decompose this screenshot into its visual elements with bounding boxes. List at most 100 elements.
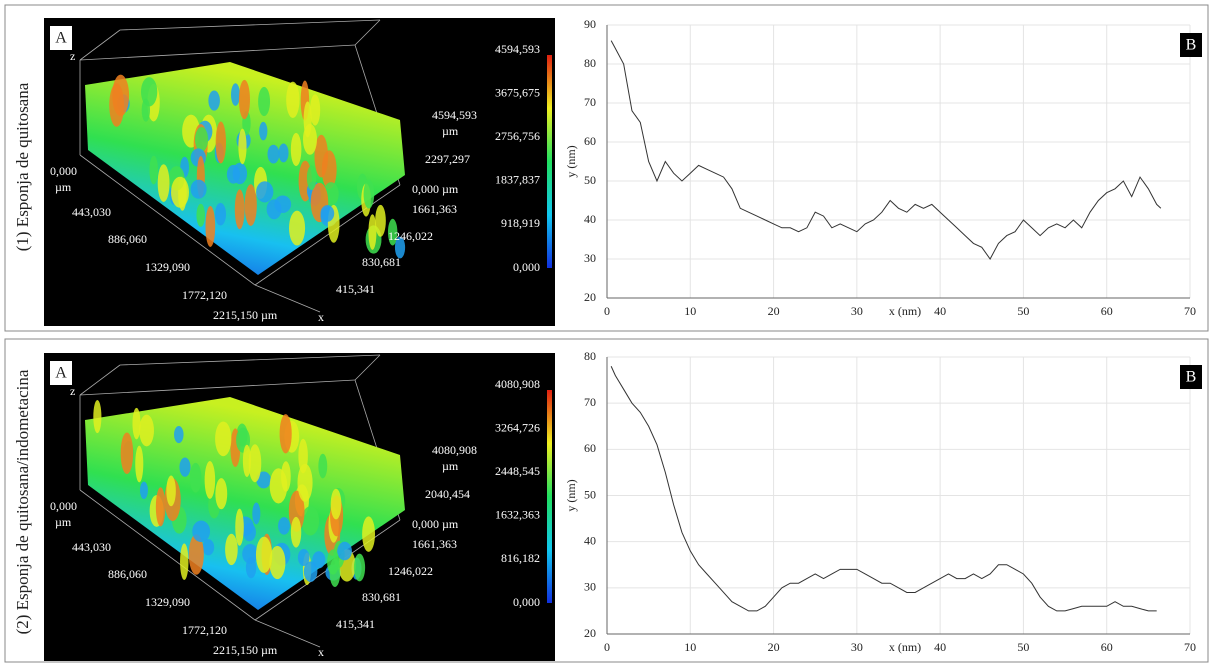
colorbar-label: 816,182 [501,551,540,565]
wireframe [79,379,356,396]
x-tick-label: 70 [1184,640,1196,654]
axis-label: z [70,384,75,398]
y-axis-title: y (nm) [564,479,578,511]
surface-peak [353,553,366,582]
y-tick-label: 40 [584,533,596,547]
surface-peak [244,184,257,227]
y-tick-label: 80 [584,56,596,70]
x-label: 1329,090 [145,260,190,274]
surface-peak [190,179,207,199]
z-label: 2297,297 [425,152,470,166]
x-tick-label: 70 [1184,304,1196,318]
surface-peak [231,83,240,106]
profile-line [610,366,1157,612]
surface-peak [149,155,159,185]
wireframe [354,19,381,46]
surface-peak [234,189,245,230]
colorbar-label: 1837,837 [495,173,540,187]
y-tick-label: 90 [584,17,596,31]
wireframe [119,354,381,366]
y-label: 830,681 [362,590,401,604]
y-tick-label: 30 [584,251,596,265]
surface-peak [312,551,326,569]
row-frame [4,338,1209,663]
x-label: 2215,150 µm [213,308,278,322]
surface-peak [252,502,261,525]
surface-peak [362,516,376,552]
z-label: 4594,593 [432,108,477,122]
x-tick-label: 0 [604,640,610,654]
surface-peak [132,407,141,440]
profile-line [610,40,1162,260]
wireframe [354,354,381,381]
surface-peak [248,444,262,483]
colorbar [547,55,552,268]
surface-peak [286,81,300,118]
surface-peak [214,202,227,226]
origin-label: 0,000 [50,499,77,513]
y-tick-label: 20 [584,290,596,304]
panel-box [50,26,72,50]
surface-peak [297,549,310,567]
y-label: 1661,363 [412,202,457,216]
surface-peak [267,144,280,164]
colorbar [547,390,552,603]
surface-peak [303,561,318,582]
x-tick-label: 60 [1101,640,1113,654]
colorbar-label: 1632,363 [495,508,540,522]
colorbar-label: 4594,593 [495,42,540,56]
y-tick-label: 50 [584,487,596,501]
y-label: 415,341 [336,282,375,296]
colorbar-label: 2448,545 [495,464,540,478]
surface-peak [290,516,302,548]
wireframe [79,154,256,286]
colorbar-label: 2756,756 [495,129,540,143]
surface-peak [394,236,406,259]
surface-peak [327,549,340,575]
surface-peak [297,463,313,502]
surface-peak [242,523,256,542]
surface-peak [166,475,176,507]
surface-peak [320,205,335,222]
axis-label: x [318,645,324,659]
wireframe [79,44,356,61]
surface-peak [330,488,342,520]
y-label: 0,000 µm [412,517,459,531]
x-tick-label: 20 [768,304,780,318]
surface-peak [109,83,125,127]
x-tick-label: 60 [1101,304,1113,318]
surface-peak [93,400,102,434]
x-axis-title: x (nm) [889,640,921,654]
y-tick-label: 70 [584,395,596,409]
z-label: 4080,908 [432,443,477,457]
surface-peak [179,457,191,477]
surface-peak [256,471,271,489]
surface-peak [194,126,209,152]
y-label: 830,681 [362,255,401,269]
origin-unit: µm [55,180,72,194]
surface-peak [281,461,291,492]
y-tick-label: 50 [584,173,596,187]
surface-peak [139,481,148,500]
y-label: 1246,022 [388,564,433,578]
colorbar-label: 4080,908 [495,377,540,391]
x-label: 443,030 [72,540,111,554]
surface-peak [238,128,247,165]
wireframe [254,619,321,648]
surface-peak [204,461,216,499]
surface-peak [171,176,189,208]
y-tick-label: 60 [584,134,596,148]
x-label: 1329,090 [145,595,190,609]
x-tick-label: 50 [1017,304,1029,318]
panel-label: B [1186,37,1197,54]
panel-box [1180,365,1202,389]
panel-box [1180,33,1202,57]
y-tick-label: 30 [584,580,596,594]
origin-unit: µm [55,515,72,529]
colorbar-label: 3264,726 [495,420,540,434]
surface-peak [174,425,184,444]
x-tick-label: 10 [684,304,696,318]
surface-peak [278,143,289,163]
surface-peak [337,541,352,561]
wireframe [79,364,121,396]
